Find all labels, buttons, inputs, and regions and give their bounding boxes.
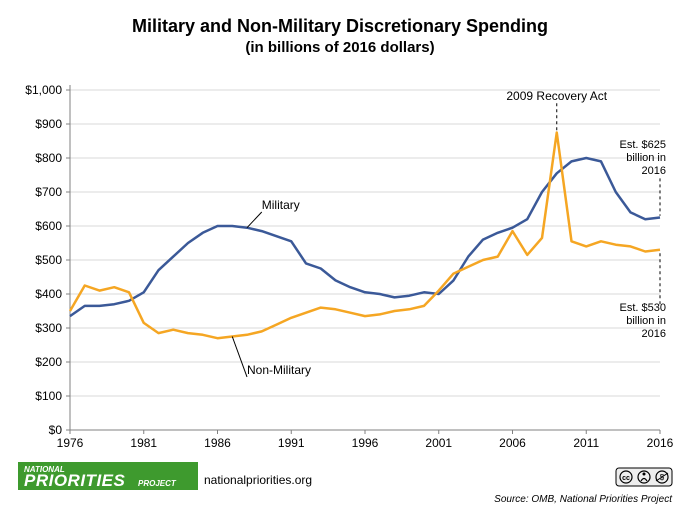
chart-subtitle: (in billions of 2016 dollars) [245,39,434,56]
x-tick-label: 2006 [499,436,526,450]
x-tick-label: 1996 [352,436,379,450]
y-tick-label: $900 [35,117,62,131]
spending-chart: Military and Non-Military Discretionary … [0,0,680,508]
annotation-text: 2016 [642,165,666,177]
annotation-text: billion in [626,152,666,164]
y-tick-label: $400 [35,287,62,301]
y-tick-label: $300 [35,321,62,335]
logo-main-text: PRIORITIES [24,471,126,490]
annotation-text: Military [262,198,300,212]
y-tick-label: $700 [35,185,62,199]
y-tick-label: $800 [35,151,62,165]
annotation-text: billion in [626,315,666,327]
y-tick-label: $500 [35,253,62,267]
y-tick-label: $200 [35,355,62,369]
footer-source: Source: OMB, National Priorities Project [494,494,673,505]
x-tick-label: 1986 [204,436,231,450]
y-tick-label: $0 [49,423,63,437]
x-tick-label: 2011 [573,436,599,450]
chart-title: Military and Non-Military Discretionary … [132,16,548,36]
annotation-text: 2009 Recovery Act [506,89,607,103]
cc-icon-label: cc [622,475,630,482]
by-icon [643,473,646,476]
x-tick-label: 2001 [425,436,452,450]
annotation-text: Non‑Military [247,363,311,377]
y-tick-label: $1,000 [25,83,62,97]
footer-url[interactable]: nationalpriorities.org [204,473,312,487]
y-tick-label: $600 [35,219,62,233]
annotation-pointer [232,337,247,377]
annotation-pointer [247,212,262,228]
logo-sub-text: PROJECT [138,479,177,488]
series-non‑military [70,133,660,339]
y-tick-label: $100 [35,389,62,403]
x-tick-label: 1981 [130,436,157,450]
x-tick-label: 2016 [647,436,674,450]
x-tick-label: 1991 [278,436,305,450]
annotation-text: Est. $625 [620,139,666,151]
annotation-text: Est. $530 [620,302,666,314]
x-tick-label: 1976 [57,436,84,450]
annotation-text: 2016 [642,328,666,340]
